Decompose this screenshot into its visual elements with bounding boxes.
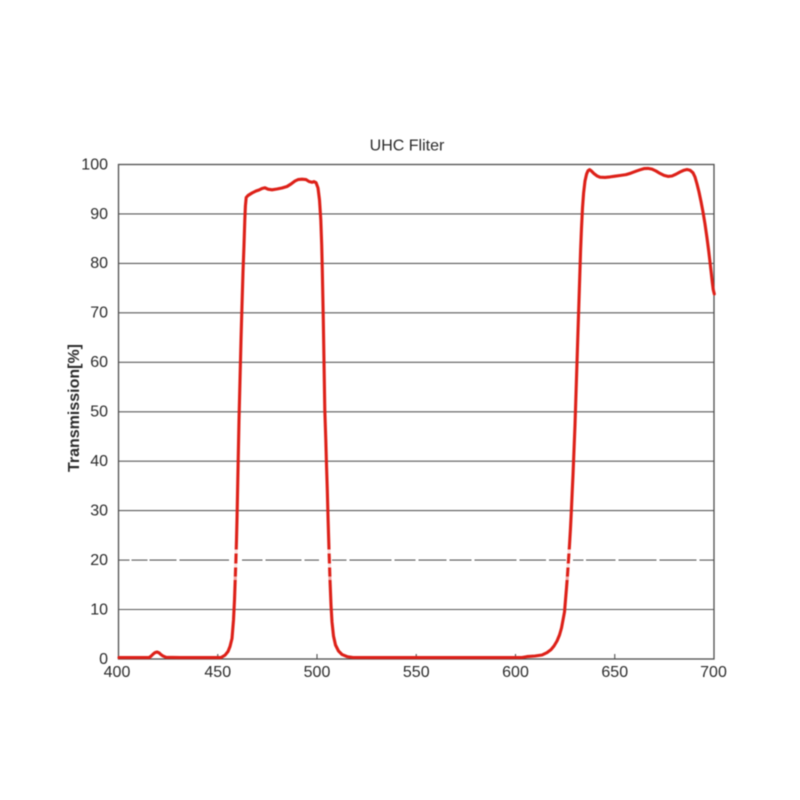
svg-text:UHC Fliter: UHC Fliter — [370, 138, 445, 155]
svg-text:30: 30 — [90, 502, 108, 519]
svg-text:40: 40 — [90, 453, 108, 470]
svg-text:550: 550 — [403, 664, 430, 681]
svg-text:20: 20 — [90, 552, 108, 569]
svg-text:90: 90 — [90, 206, 108, 223]
svg-text:50: 50 — [90, 404, 108, 421]
svg-text:0: 0 — [99, 651, 108, 668]
svg-text:400: 400 — [104, 664, 131, 681]
svg-text:450: 450 — [204, 664, 231, 681]
svg-text:500: 500 — [304, 664, 331, 681]
svg-text:100: 100 — [81, 156, 108, 173]
svg-text:10: 10 — [90, 601, 108, 618]
svg-text:650: 650 — [601, 664, 628, 681]
svg-text:70: 70 — [90, 305, 108, 322]
svg-text:Transmission[%]: Transmission[%] — [66, 344, 83, 472]
svg-text:60: 60 — [90, 354, 108, 371]
svg-text:700: 700 — [700, 664, 727, 681]
svg-text:80: 80 — [90, 255, 108, 272]
svg-text:600: 600 — [502, 664, 529, 681]
